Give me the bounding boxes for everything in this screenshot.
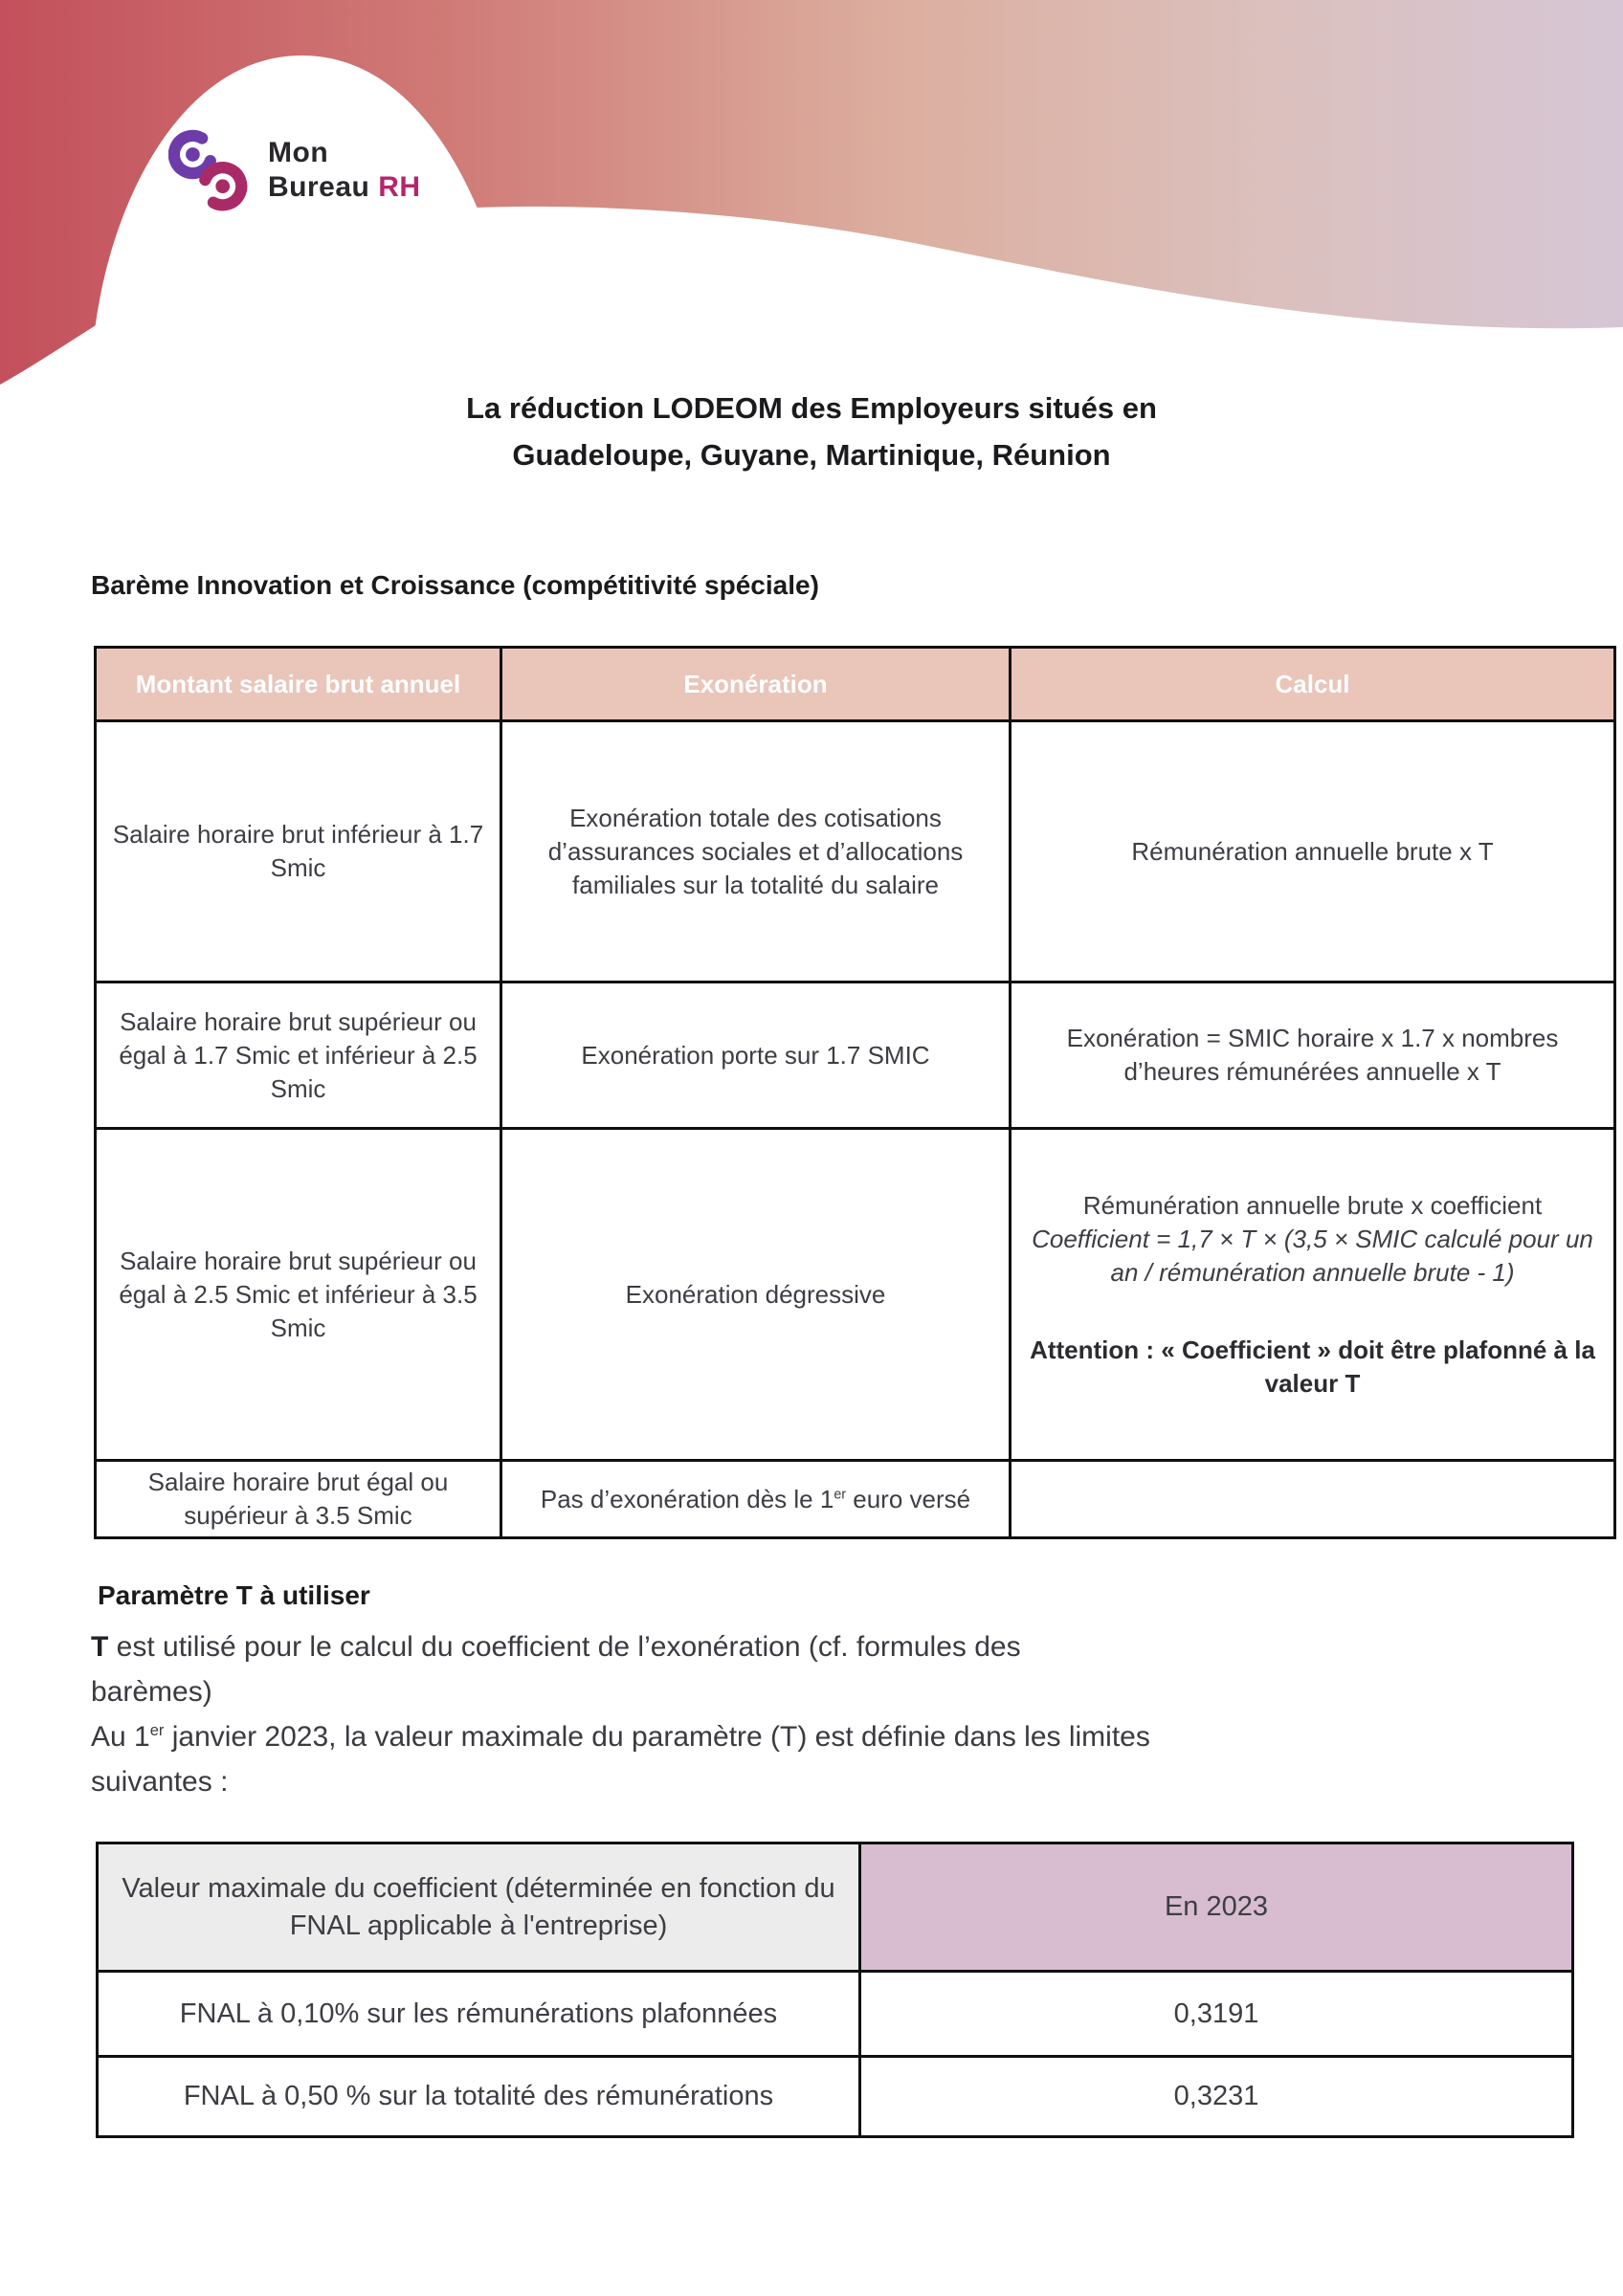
bareme-row-2: Salaire horaire brut supérieur ou égal à… [94, 1127, 1616, 1462]
logo-text: Mon Bureau RH [268, 136, 421, 205]
bareme-table-body: Salaire horaire brut inférieur à 1.7 Smi… [94, 719, 1616, 1539]
logo-ring-magenta [199, 162, 248, 211]
t-table-cell-r1-c0: FNAL à 0,10% sur les rémunérations plafo… [96, 1970, 861, 2058]
bareme-header-col-0: Montant salaire brut annuel [94, 646, 502, 722]
page-title-line-1: La réduction LODEOM des Employeurs situé… [466, 391, 1157, 425]
t-table-cell-r2-c0: FNAL à 0,50 % sur la totalité des rémuné… [96, 2055, 861, 2138]
parametre-paragraph: T est utilisé pour le calcul du coeffici… [91, 1624, 1545, 1804]
parametre-line-1: barèmes) [91, 1676, 212, 1708]
bareme-table-head: Montant salaire brut annuel Exonération Ca… [94, 646, 1616, 722]
bareme-header-col-2: Calcul [1009, 646, 1616, 722]
t-values-table: Valeur maximale du coefficient (détermin… [96, 1842, 1574, 2138]
bareme-cell-r0-c1: Exonération totale des cotisations d’ass… [500, 719, 1012, 983]
logo-dot-magenta [215, 179, 231, 194]
header-wave-graphic [0, 0, 1623, 385]
logo-text-rh: RH [378, 171, 421, 203]
t-table-row-0: Valeur maximale du coefficient (détermin… [96, 1842, 1574, 1973]
bareme-cell-r0-c2: Rémunération annuelle brute x T [1009, 719, 1616, 983]
bareme-row-0: Salaire horaire brut inférieur à 1.7 Smi… [94, 719, 1616, 983]
page-title-line-2: Guadeloupe, Guyane, Martinique, Réunion [512, 438, 1111, 472]
logo-text-mon: Mon [268, 137, 329, 168]
bareme-row-3: Salaire horaire brut égal ou supérieur à… [94, 1459, 1616, 1539]
section-heading-parametre: Paramètre T à utiliser [98, 1580, 370, 1610]
bareme-cell-r1-c1: Exonération porte sur 1.7 SMIC [500, 981, 1012, 1130]
bareme-table: Montant salaire brut annuel Exonération Ca… [94, 646, 1616, 1539]
bareme-row-1: Salaire horaire brut supérieur ou égal à… [94, 981, 1616, 1130]
bareme-cell-r2-c1: Exonération dégressive [500, 1127, 1012, 1462]
t-table-cell-r2-c1: 0,3231 [858, 2055, 1574, 2138]
t-table-cell-r1-c1: 0,3191 [858, 1970, 1574, 2058]
t-table-cell-r0-c0: Valeur maximale du coefficient (détermin… [96, 1842, 861, 1973]
page-title: La réduction LODEOM des Employeurs situé… [0, 385, 1623, 478]
t-values-table-body: Valeur maximale du coefficient (détermin… [96, 1842, 1574, 2138]
t-table-row-1: FNAL à 0,10% sur les rémunérations plafo… [96, 1970, 1574, 2058]
bareme-cell-r3-c0: Salaire horaire brut égal ou supérieur à… [94, 1459, 502, 1539]
t-table-row-2: FNAL à 0,50 % sur la totalité des rémuné… [96, 2055, 1574, 2138]
bareme-cell-r3-c2 [1009, 1459, 1616, 1539]
parametre-line-0: T est utilisé pour le calcul du coeffici… [91, 1631, 1021, 1663]
bareme-cell-r1-c0: Salaire horaire brut supérieur ou égal à… [94, 981, 502, 1130]
t-table-cell-r0-c1: En 2023 [858, 1842, 1574, 1973]
logo-text-bureau: Bureau [268, 171, 370, 203]
bareme-cell-r2-c0: Salaire horaire brut supérieur ou égal à… [94, 1127, 502, 1462]
section-heading-bareme: Barème Innovation et Croissance (compéti… [91, 570, 819, 600]
bareme-cell-r1-c2: Exonération = SMIC horaire x 1.7 x nombr… [1009, 981, 1616, 1130]
logo-dot-purple [186, 147, 200, 162]
parametre-line-3: suivantes : [91, 1766, 229, 1798]
bareme-cell-r0-c0: Salaire horaire brut inférieur à 1.7 Smi… [94, 719, 502, 983]
mon-bureau-rh-logo: Mon Bureau RH [168, 128, 421, 222]
bareme-cell-r2-c2: Rémunération annuelle brute x coefficien… [1009, 1127, 1616, 1462]
bareme-header-col-1: Exonération [500, 646, 1012, 722]
logo-ring-purple [168, 129, 216, 180]
bareme-cell-r3-c1: Pas d’exonération dès le 1er euro versé [500, 1459, 1012, 1539]
logo-rings-icon [168, 129, 248, 211]
parametre-line-2: Au 1er janvier 2023, la valeur maximale … [91, 1721, 1150, 1753]
